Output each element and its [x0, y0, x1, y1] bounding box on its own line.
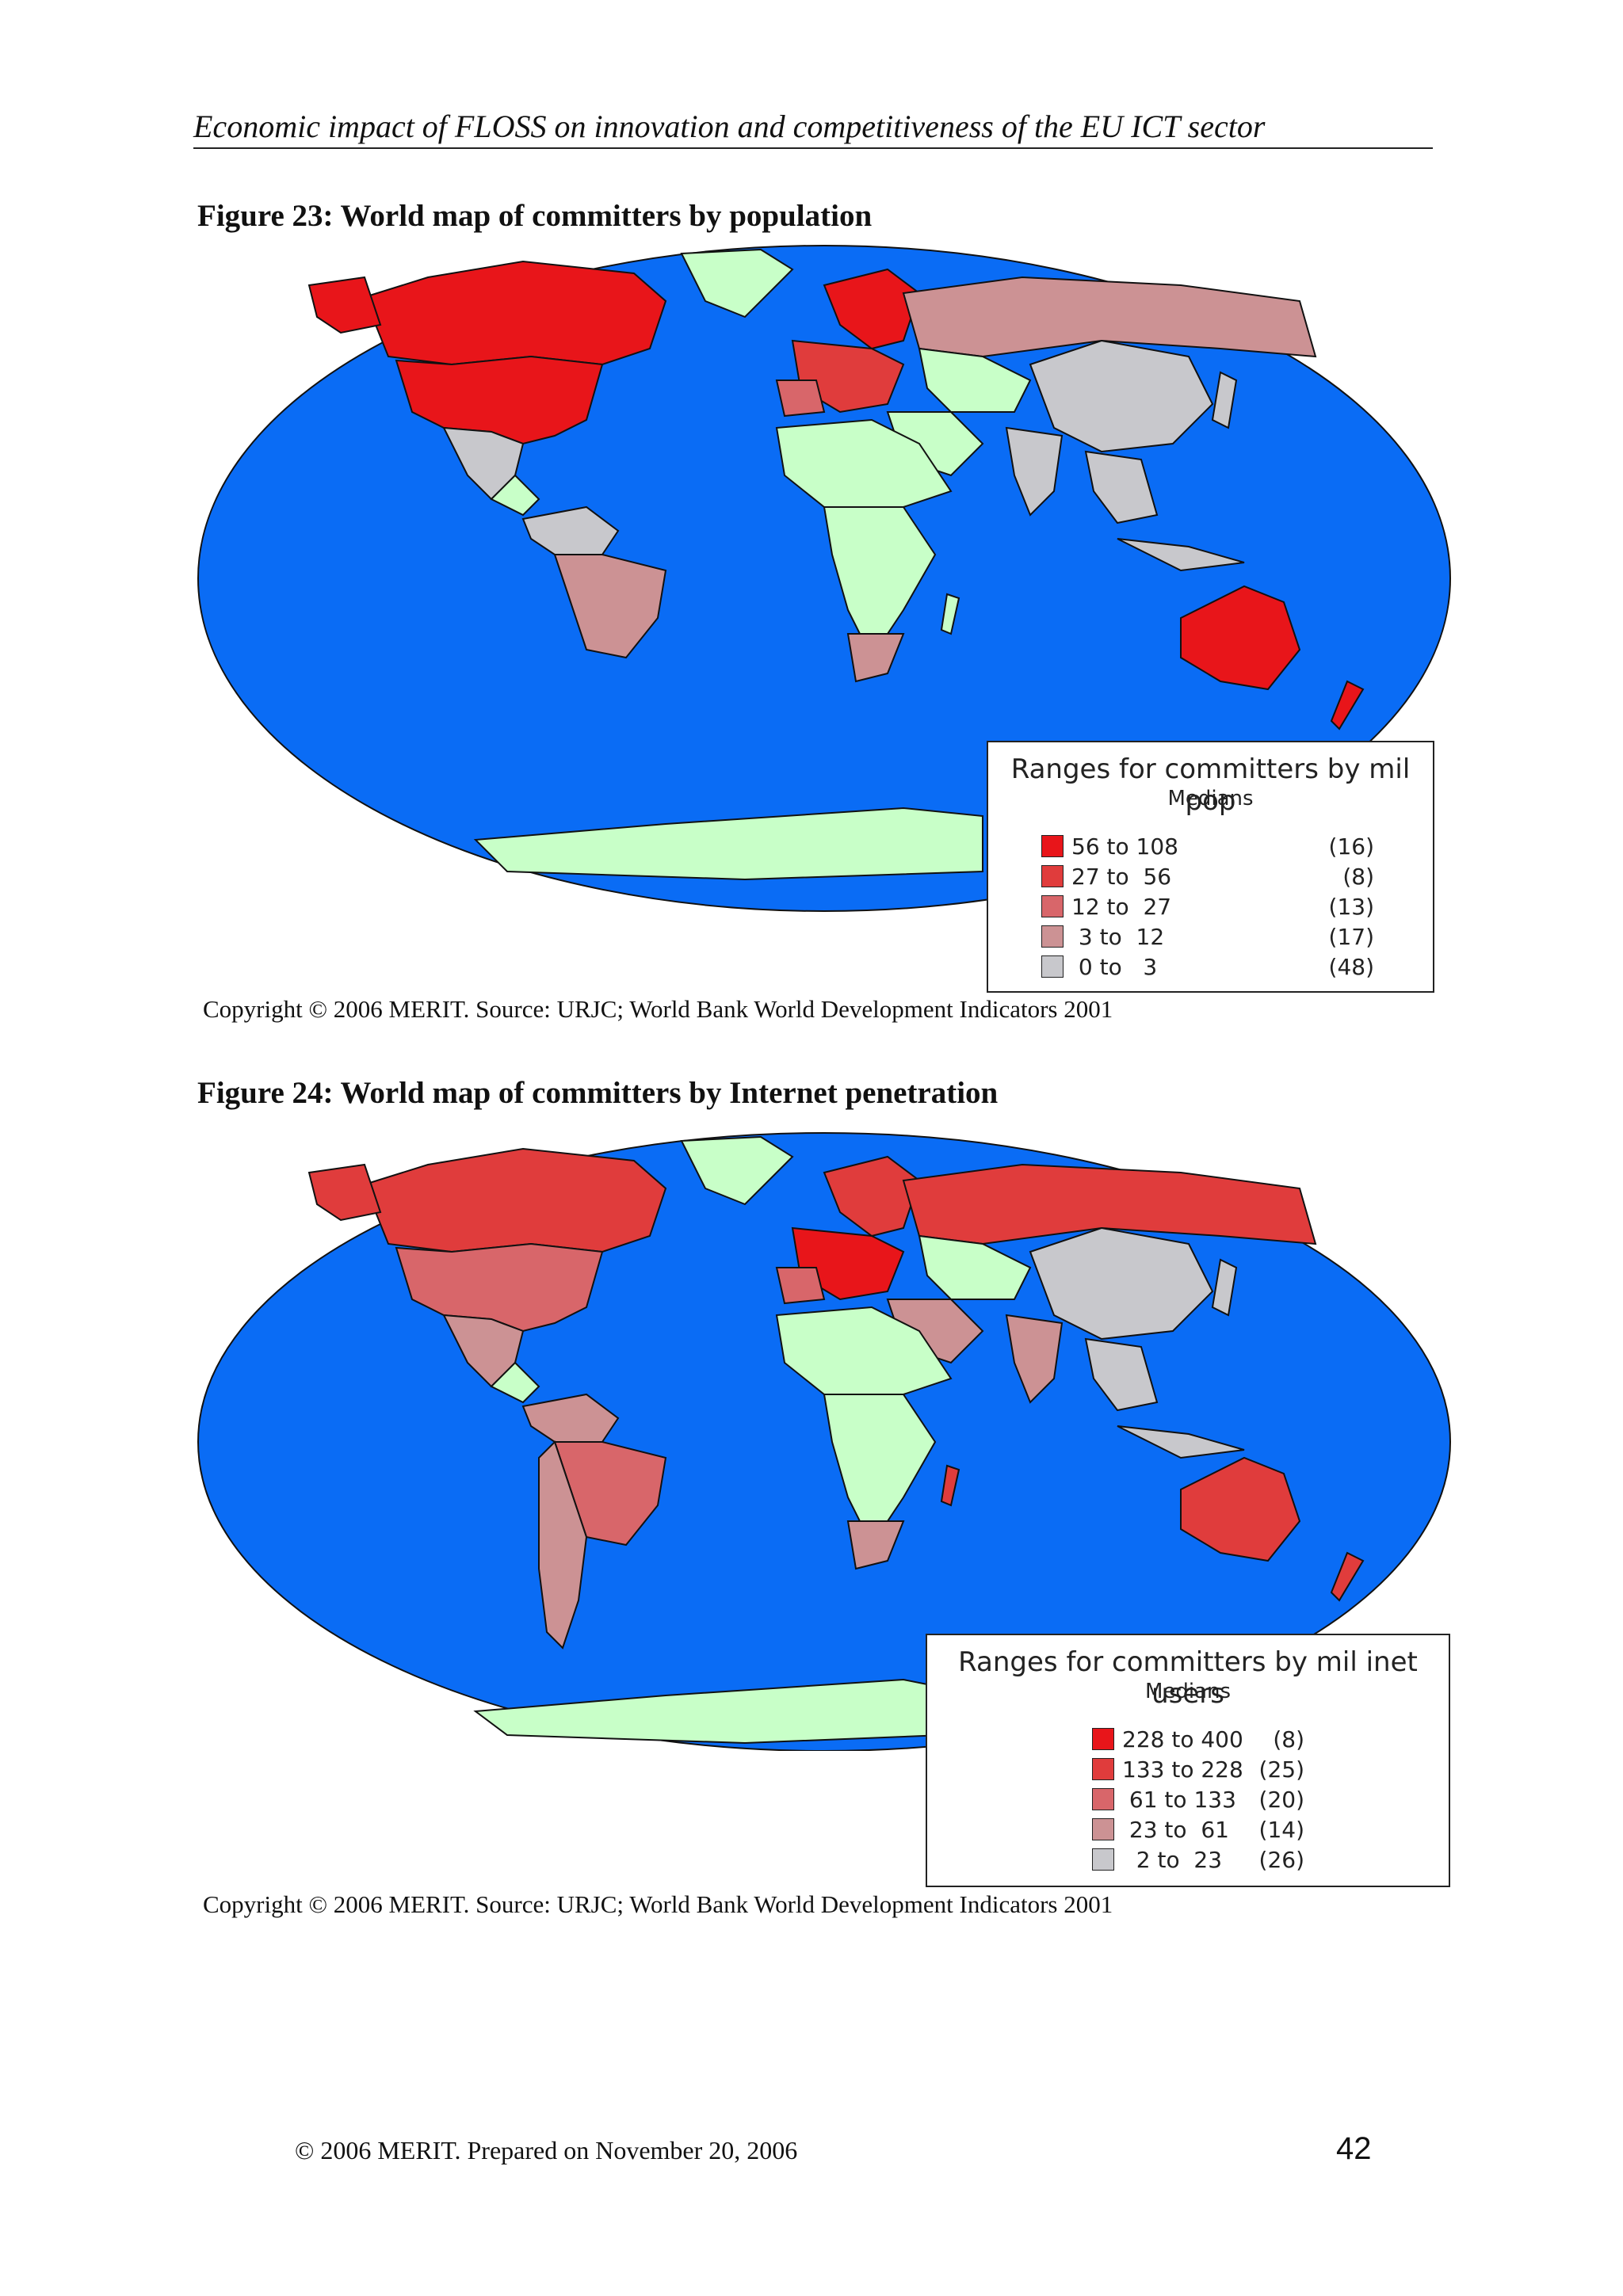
- legend-swatch: [1041, 955, 1064, 978]
- figure-24-title: Figure 24: World map of committers by In…: [197, 1076, 999, 1110]
- new-zealand: [1330, 680, 1365, 730]
- legend-swatch: [1092, 1848, 1114, 1871]
- page-footer: © 2006 MERIT. Prepared on November 20, 2…: [295, 2136, 798, 2164]
- central-america: [490, 474, 540, 517]
- canada: [363, 260, 667, 366]
- china: [1029, 1226, 1214, 1341]
- legend-swatch: [1092, 1728, 1114, 1750]
- legend-internet: Ranges for committers by mil inet users …: [926, 1634, 1450, 1887]
- alaska: [307, 276, 382, 334]
- indonesia: [1117, 1425, 1245, 1459]
- world-map-by-internet: [190, 1125, 1458, 1751]
- legend-range: 133 to 228: [1122, 1756, 1243, 1783]
- legend-item: 133 to 228 (25): [1092, 1754, 1314, 1784]
- new-zealand: [1330, 1551, 1365, 1602]
- legend-item: 2 to 23 (26): [1092, 1844, 1314, 1875]
- legend-population: Ranges for committers by mil pop Medians…: [987, 741, 1434, 993]
- usa: [395, 1242, 604, 1333]
- legend-count: (16): [1328, 833, 1374, 860]
- legend-swatch: [1041, 925, 1064, 948]
- legend-item: 56 to 108 (16): [1041, 831, 1374, 861]
- legend-count: (8): [1342, 863, 1374, 890]
- figure-24-caption: Copyright © 2006 MERIT. Source: URJC; Wo…: [203, 1890, 1113, 1918]
- legend-subtitle: Medians: [1167, 787, 1254, 810]
- legend-range: 2 to 23: [1122, 1846, 1223, 1873]
- legend-item: 61 to 133 (20): [1092, 1784, 1314, 1814]
- legend-item: 228 to 400 (8): [1092, 1724, 1314, 1754]
- central-asia: [918, 1234, 1032, 1300]
- australia: [1180, 585, 1301, 691]
- japan: [1211, 371, 1238, 429]
- antarctica: [473, 807, 983, 881]
- header-rule: [193, 147, 1433, 149]
- legend-subtitle: Medians: [1144, 1680, 1232, 1703]
- legend-range: 27 to 56: [1071, 863, 1172, 890]
- south-africa: [846, 633, 905, 683]
- legend-count: (17): [1328, 923, 1374, 950]
- australia: [1180, 1456, 1301, 1562]
- africa-north: [775, 1306, 953, 1395]
- legend-swatch: [1041, 865, 1064, 887]
- south-africa: [846, 1520, 905, 1570]
- canada: [363, 1147, 667, 1253]
- legend-range: 0 to 3: [1071, 953, 1158, 980]
- japan: [1211, 1258, 1238, 1317]
- legend-title: Ranges for committers by mil pop: [1010, 753, 1411, 817]
- south-america-south: [538, 1440, 588, 1650]
- legend-swatch: [1041, 835, 1064, 857]
- legend-item: 23 to 61 (14): [1092, 1814, 1314, 1844]
- europe-north: [823, 1155, 921, 1238]
- legend-count: (8): [1273, 1726, 1304, 1753]
- europe-north: [823, 268, 921, 350]
- iberia: [775, 1267, 826, 1305]
- legend-title: Ranges for committers by mil inet users: [958, 1646, 1418, 1710]
- running-header: Economic impact of FLOSS on innovation a…: [193, 109, 1266, 144]
- greenland: [680, 1135, 794, 1206]
- madagascar: [940, 1464, 960, 1507]
- central-america: [490, 1361, 540, 1404]
- central-asia: [918, 347, 1032, 413]
- figure-23-title: Figure 23: World map of committers by po…: [197, 199, 873, 233]
- southeast-asia: [1084, 450, 1159, 524]
- figure-23-caption: Copyright © 2006 MERIT. Source: URJC; Wo…: [203, 995, 1113, 1023]
- legend-item: 0 to 3 (48): [1041, 952, 1374, 982]
- legend-count: (26): [1258, 1846, 1304, 1873]
- legend-count: (20): [1258, 1786, 1304, 1813]
- legend-item: 12 to 27 (13): [1041, 891, 1374, 921]
- legend-range: 3 to 12: [1071, 923, 1165, 950]
- legend-count: (14): [1258, 1816, 1304, 1843]
- legend-swatch: [1041, 895, 1064, 917]
- india: [1005, 426, 1064, 517]
- legend-item: 3 to 12 (17): [1041, 921, 1374, 952]
- world-map-2-svg: [197, 1132, 1451, 1751]
- legend-count: (25): [1258, 1756, 1304, 1783]
- africa-north: [775, 418, 953, 508]
- legend-count: (48): [1328, 953, 1374, 980]
- legend-swatch: [1092, 1818, 1114, 1840]
- page-number: 42: [1336, 2131, 1372, 2166]
- legend-swatch: [1092, 1788, 1114, 1810]
- alaska: [307, 1163, 382, 1222]
- brazil: [553, 554, 667, 659]
- legend-swatch: [1092, 1758, 1114, 1780]
- china: [1029, 339, 1214, 453]
- legend-range: 23 to 61: [1122, 1816, 1229, 1843]
- southeast-asia: [1084, 1337, 1159, 1412]
- indonesia: [1117, 538, 1245, 572]
- india: [1005, 1314, 1064, 1404]
- usa: [395, 355, 604, 445]
- legend-range: 12 to 27: [1071, 893, 1172, 920]
- iberia: [775, 379, 826, 418]
- legend-count: (13): [1328, 893, 1374, 920]
- greenland: [680, 248, 794, 318]
- madagascar: [940, 593, 960, 635]
- legend-range: 61 to 133: [1122, 1786, 1236, 1813]
- legend-range: 56 to 108: [1071, 833, 1178, 860]
- legend-item: 27 to 56 (8): [1041, 861, 1374, 891]
- legend-range: 228 to 400: [1122, 1726, 1243, 1753]
